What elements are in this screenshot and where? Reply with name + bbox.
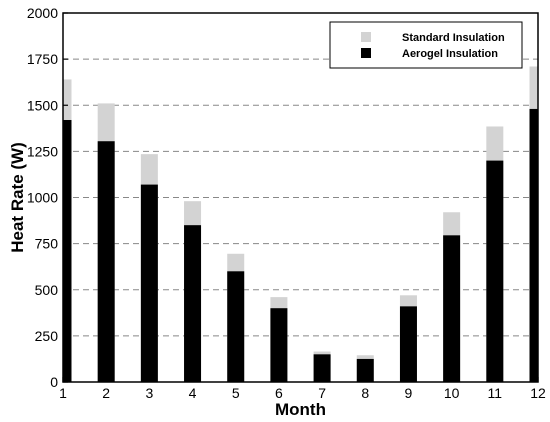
bar-aerogel-month-6 [270, 308, 288, 382]
x-tick-label: 7 [318, 385, 326, 401]
bar-aerogel-month-7 [313, 354, 331, 382]
bar-aerogel-month-5 [227, 271, 245, 382]
legend-swatch-standard [361, 32, 371, 42]
y-tick-label: 250 [35, 328, 59, 344]
bar-aerogel-month-4 [184, 225, 202, 382]
y-tick-label: 2000 [27, 5, 58, 21]
y-tick-label: 750 [35, 236, 59, 252]
y-tick-label: 1000 [27, 190, 58, 206]
bar-aerogel-month-11 [486, 160, 504, 382]
bar-aerogel-month-3 [140, 184, 158, 382]
y-tick-label: 500 [35, 282, 59, 298]
bar-aerogel-month-9 [399, 306, 417, 382]
x-tick-label: 4 [189, 385, 197, 401]
x-tick-label: 2 [102, 385, 110, 401]
x-tick-label: 3 [145, 385, 153, 401]
y-tick-label: 1250 [27, 143, 58, 159]
bar-aerogel-month-10 [443, 235, 461, 382]
legend-box [329, 21, 523, 69]
x-tick-label: 11 [488, 385, 503, 401]
y-axis-title: Heat Rate (W) [8, 142, 27, 253]
x-tick-label: 9 [405, 385, 413, 401]
x-tick-label: 12 [530, 385, 546, 401]
bar-aerogel-month-2 [97, 141, 115, 382]
bars [63, 66, 538, 382]
y-tick-label: 1500 [27, 97, 58, 113]
bar-aerogel-month-1 [63, 120, 72, 382]
x-tick-label: 1 [59, 385, 67, 401]
y-tick-label: 1750 [27, 51, 58, 67]
x-tick-label: 6 [275, 385, 283, 401]
legend-label-standard: Standard Insulation [402, 32, 505, 44]
x-tick-label: 8 [361, 385, 369, 401]
legend: Standard Insulation Aerogel Insulation [329, 21, 523, 69]
x-tick-label: 5 [232, 385, 240, 401]
grid-lines [63, 58, 538, 337]
x-tick-label: 10 [444, 385, 460, 401]
legend-label-aerogel: Aerogel Insulation [402, 48, 498, 60]
legend-swatch-aerogel [361, 48, 371, 58]
bar-aerogel-month-8 [356, 358, 374, 382]
x-axis-title: Month [275, 400, 326, 419]
y-tick-label: 0 [50, 374, 58, 390]
bar-aerogel-month-12 [529, 108, 538, 382]
